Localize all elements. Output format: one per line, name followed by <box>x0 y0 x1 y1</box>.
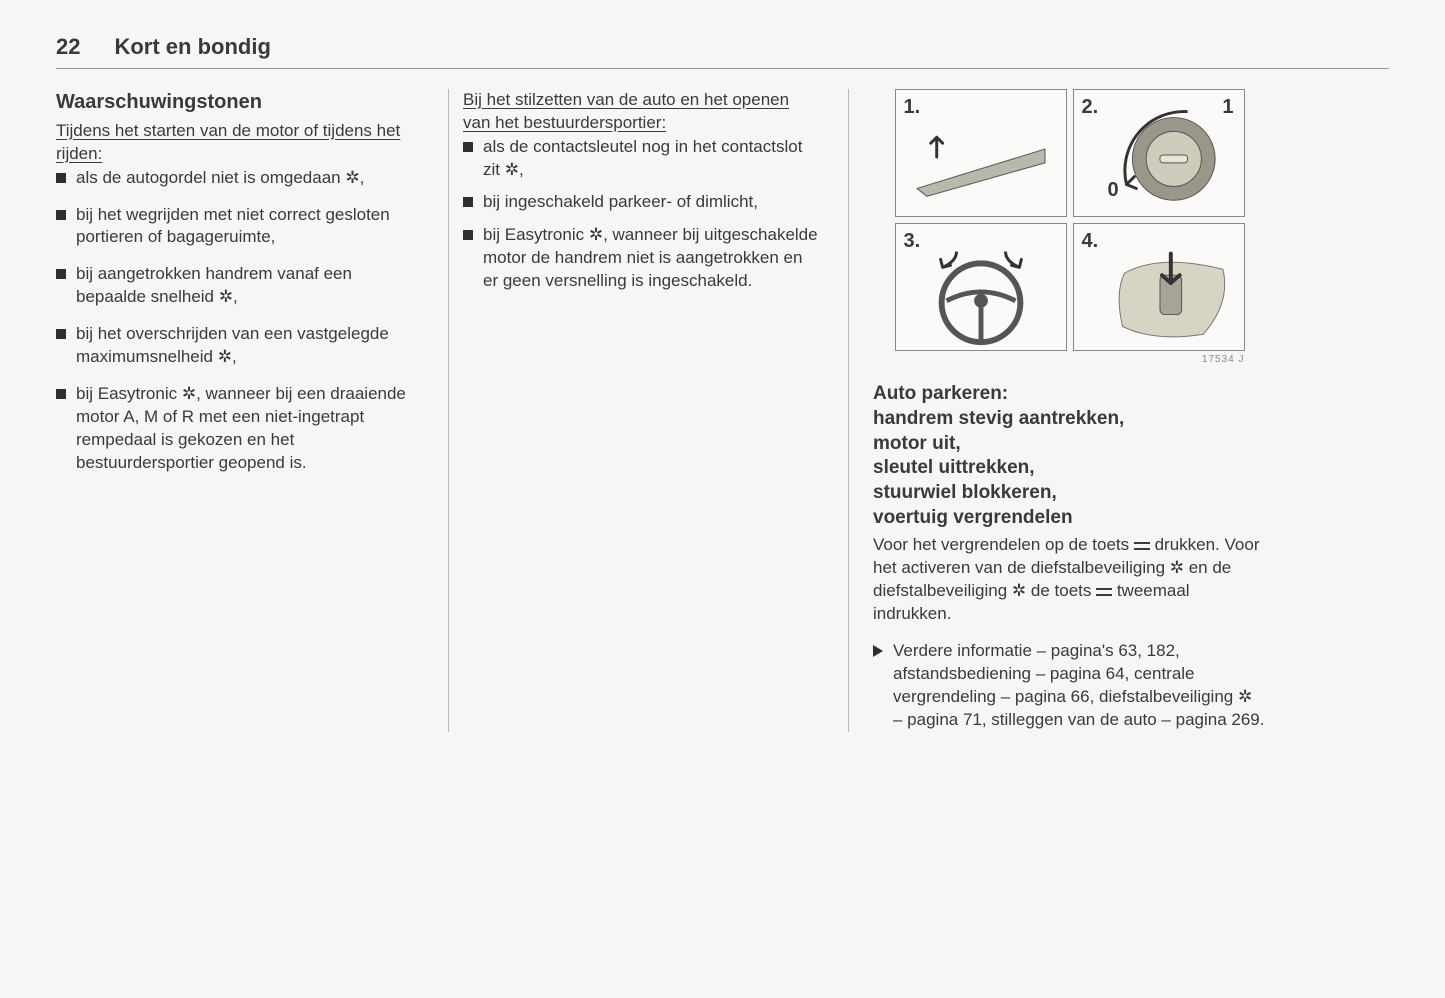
list-item: bij Easytronic ✲, wanneer bij een draaie… <box>56 383 418 475</box>
heading-line: sleutel uittrekken, <box>873 457 1035 478</box>
lock-button-icon <box>1134 541 1150 551</box>
ignition-icon <box>1074 90 1244 216</box>
list-item: bij Easytronic ✲, wanneer bij uitgeschak… <box>463 224 818 293</box>
list-item: als de contactsleutel nog in het contact… <box>463 136 818 182</box>
list-item: bij het wegrijden met niet correct geslo… <box>56 204 418 250</box>
col2-list: als de contactsleutel nog in het contact… <box>463 136 818 294</box>
col2-intro: Bij het stilzetten van de auto en het op… <box>463 89 818 135</box>
column-3: 1. 2. 1 0 <box>848 89 1266 732</box>
heading-line: motor uit, <box>873 433 961 454</box>
list-item: bij het overschrijden van een vastgelegd… <box>56 323 418 369</box>
list-item: als de autogordel niet is omgedaan ✲, <box>56 167 418 190</box>
warning-tones-heading: Waarschuwingstonen <box>56 89 418 116</box>
steering-lock-icon <box>896 224 1066 350</box>
heading-line: handrem stevig aantrekken, <box>873 408 1124 429</box>
col1-intro: Tijdens het starten van de motor of tijd… <box>56 120 418 166</box>
heading-line: voertuig vergrendelen <box>873 507 1073 528</box>
column-1: Waarschuwingstonen Tijdens het starten v… <box>56 89 448 732</box>
list-item: bij ingeschakeld parkeer- of dimlicht, <box>463 191 818 214</box>
figure-cell-1: 1. <box>895 89 1067 217</box>
manual-page: 22 Kort en bondig Waarschuwingstonen Tij… <box>0 0 1445 998</box>
parking-figure: 1. 2. 1 0 <box>895 89 1245 367</box>
column-2: Bij het stilzetten van de auto en het op… <box>448 89 848 732</box>
figure-grid: 1. 2. 1 0 <box>895 89 1245 351</box>
chapter-title: Kort en bondig <box>114 32 270 62</box>
list-item: bij aangetrokken handrem vanaf een bepaa… <box>56 263 418 309</box>
parking-body: Voor het vergrendelen op de toets drukke… <box>873 534 1266 626</box>
figure-cell-2: 2. 1 0 <box>1073 89 1245 217</box>
heading-line: stuurwiel blokkeren, <box>873 482 1057 503</box>
heading-line: Auto parkeren: <box>873 383 1008 404</box>
handbrake-icon <box>896 90 1066 216</box>
figure-cell-4: 4. <box>1073 223 1245 351</box>
body-text-a: Voor het vergrendelen op de toets <box>873 535 1134 554</box>
page-number: 22 <box>56 32 80 62</box>
remote-lock-icon <box>1074 224 1244 350</box>
page-header: 22 Kort en bondig <box>56 32 1389 69</box>
figure-caption: 17534 J <box>895 353 1245 367</box>
figure-cell-3: 3. <box>895 223 1067 351</box>
content-columns: Waarschuwingstonen Tijdens het starten v… <box>56 89 1389 732</box>
more-info: Verdere informatie – pagina's 63, 182, a… <box>873 640 1266 732</box>
parking-heading: Auto parkeren: handrem stevig aantrekken… <box>873 382 1266 530</box>
lock-button-icon <box>1096 587 1112 597</box>
col1-list: als de autogordel niet is omgedaan ✲, bi… <box>56 167 418 475</box>
